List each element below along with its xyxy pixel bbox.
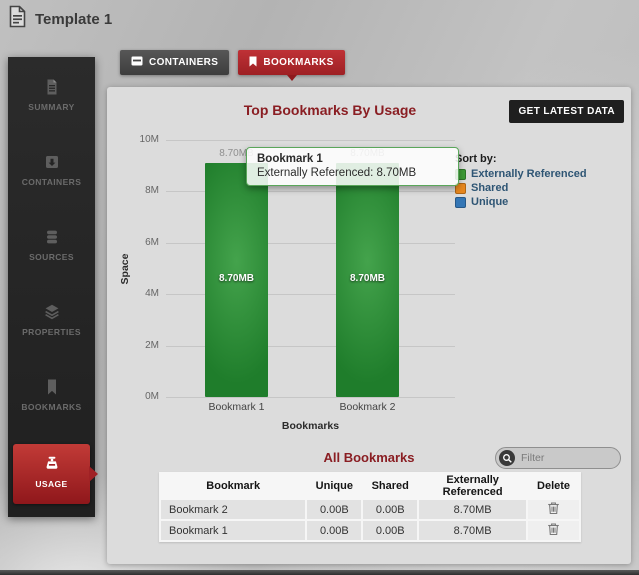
cell-delete xyxy=(528,521,579,540)
table-row: Bookmark 2 0.00B 0.00B 8.70MB xyxy=(161,500,579,519)
legend-swatch xyxy=(455,168,466,180)
tab-bar: CONTAINERS BOOKMARKS xyxy=(120,50,345,81)
tab-containers[interactable]: CONTAINERS xyxy=(120,50,230,75)
sidebar-item-label: SUMMARY xyxy=(28,102,75,112)
document-icon xyxy=(42,75,62,99)
database-icon xyxy=(42,225,62,249)
cell-delete xyxy=(528,500,579,519)
cell-externally-referenced: 8.70MB xyxy=(419,521,527,540)
delete-bookmark-button[interactable] xyxy=(547,501,560,515)
legend-label: Externally Referenced xyxy=(471,168,587,180)
x-axis-title: Bookmarks xyxy=(281,420,340,432)
sidebar: SUMMARY CONTAINERS SOURCES PROPERTIES BOOKMA… xyxy=(8,57,98,517)
x-category-label: Bookmark 1 xyxy=(208,401,265,413)
gridline xyxy=(166,191,455,193)
bookmark-icon xyxy=(249,56,257,70)
sidebar-item-bookmarks[interactable]: BOOKMARKS xyxy=(8,367,95,442)
column-header-externally-referenced: Externally Referenced xyxy=(442,474,503,498)
cell-bookmark: Bookmark 1 xyxy=(161,521,306,540)
y-tick-label: 2M xyxy=(145,339,159,351)
bookmark-icon xyxy=(42,375,62,399)
y-tick-label: 8M xyxy=(145,185,159,197)
column-header-bookmark: Bookmark xyxy=(206,480,261,492)
y-tick-label: 6M xyxy=(145,236,159,248)
sidebar-item-label: SOURCES xyxy=(29,252,74,262)
bar-bookmark-1[interactable]: 8.70MB xyxy=(205,162,268,397)
legend-item-shared[interactable]: Shared xyxy=(455,182,587,194)
legend-swatch xyxy=(455,196,466,208)
table-row: Bookmark 1 0.00B 0.00B 8.70MB xyxy=(161,521,579,540)
table-header-row: Bookmark Unique Shared Externally Reference… xyxy=(161,474,579,498)
bar-top-label: 8.70MB xyxy=(219,147,254,159)
sidebar-item-summary[interactable]: SUMMARY xyxy=(8,67,95,142)
layers-icon xyxy=(42,300,62,324)
chart-title: Top Bookmarks By Usage xyxy=(243,102,417,118)
sidebar-item-properties[interactable]: PROPERTIES xyxy=(8,292,95,367)
gridline xyxy=(166,242,455,244)
page-title: Template 1 xyxy=(35,10,113,28)
cell-unique: 0.00B xyxy=(307,500,362,519)
bar-bookmark-2[interactable]: 8.70MB xyxy=(336,162,399,397)
sidebar-item-usage[interactable]: USAGE xyxy=(13,444,98,504)
sidebar-item-label: BOOKMARKS xyxy=(21,402,82,412)
legend-label: Unique xyxy=(471,196,509,208)
y-tick-label: 10M xyxy=(139,134,159,145)
filter-input[interactable] xyxy=(515,452,614,464)
bar-value-label: 8.70MB xyxy=(349,272,385,284)
legend-item-unique[interactable]: Unique xyxy=(455,196,587,208)
tab-bookmarks-label: BOOKMARKS xyxy=(263,57,334,68)
chart-tooltip: Bookmark 1 Externally Referenced: 8.70MB xyxy=(246,147,459,186)
tab-containers-label: CONTAINERS xyxy=(149,57,219,68)
legend-item-externally-referenced[interactable]: Externally Referenced xyxy=(455,168,587,180)
tab-bookmarks[interactable]: BOOKMARKS xyxy=(238,50,345,81)
x-category-label: Bookmark 2 xyxy=(339,401,396,413)
gridline xyxy=(166,140,455,141)
legend-title: Sort by: xyxy=(455,153,497,165)
get-latest-data-button[interactable]: GET LATEST DATA xyxy=(509,100,624,123)
archive-icon xyxy=(42,150,62,174)
bookmarks-table: Bookmark Unique Shared Externally Reference… xyxy=(159,472,581,542)
template-document-icon xyxy=(8,5,27,33)
legend-swatch xyxy=(455,182,466,194)
column-header-unique: Unique xyxy=(315,480,353,492)
cell-bookmark: Bookmark 2 xyxy=(161,500,306,519)
sidebar-item-label: USAGE xyxy=(35,479,68,489)
tooltip-value: Externally Referenced: 8.70MB xyxy=(257,167,417,179)
column-header-delete: Delete xyxy=(537,480,571,492)
legend-items: Externally Referenced Shared Unique xyxy=(455,168,587,208)
bookmarks-table-body: Bookmark 2 0.00B 0.00B 8.70MB Bookmark 1 0.00… xyxy=(161,500,579,540)
cell-externally-referenced: 8.70MB xyxy=(419,500,527,519)
y-tick-label: 0M xyxy=(145,391,159,402)
y-tick-label: 4M xyxy=(145,288,159,300)
column-header-shared: Shared xyxy=(371,480,409,492)
filter-box xyxy=(495,447,621,469)
sidebar-item-label: PROPERTIES xyxy=(22,327,81,337)
scale-icon xyxy=(42,452,62,476)
window-bottom-edge xyxy=(0,570,639,575)
usage-panel: Top Bookmarks By Usage GET LATEST DATA S… xyxy=(107,87,631,564)
tooltip-title: Bookmark 1 xyxy=(257,153,323,165)
cell-shared: 0.00B xyxy=(363,500,418,519)
all-bookmarks-title: All Bookmarks xyxy=(323,450,415,465)
gridline xyxy=(166,294,455,296)
legend-label: Shared xyxy=(471,182,509,194)
gridline xyxy=(166,345,455,347)
gridline xyxy=(166,397,455,398)
chart-legend: Sort by: Externally Referenced Shared Uniq… xyxy=(455,153,587,210)
containers-icon xyxy=(131,56,143,69)
bookmarks-table-head: Bookmark Unique Shared Externally Reference… xyxy=(161,474,579,498)
sidebar-item-label: CONTAINERS xyxy=(21,177,82,187)
page-header: Template 1 xyxy=(8,5,112,33)
chart-plot: 0M 2M 4M 6M 8M 10M 8.70MB 8.70MB Bookmark 1 8.70M… xyxy=(140,134,455,413)
bar-value-label: 8.70MB xyxy=(218,272,254,284)
cell-shared: 0.00B xyxy=(363,521,418,540)
sidebar-item-sources[interactable]: SOURCES xyxy=(8,217,95,292)
cell-unique: 0.00B xyxy=(307,521,362,540)
search-icon xyxy=(499,450,515,466)
sidebar-item-containers[interactable]: CONTAINERS xyxy=(8,142,95,217)
delete-bookmark-button[interactable] xyxy=(547,522,560,536)
